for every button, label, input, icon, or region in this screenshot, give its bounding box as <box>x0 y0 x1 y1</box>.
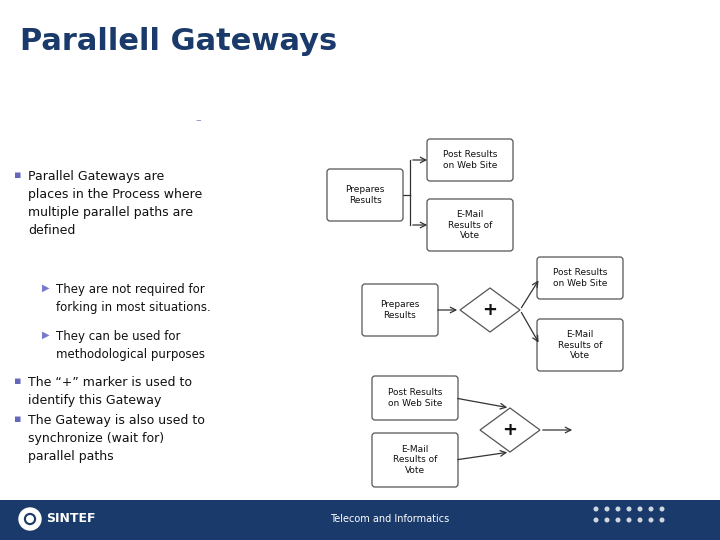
Text: ▶: ▶ <box>42 283 50 293</box>
FancyBboxPatch shape <box>372 433 458 487</box>
FancyBboxPatch shape <box>537 257 623 299</box>
Circle shape <box>593 507 598 511</box>
Text: Parallel Gateways are
places in the Process where
multiple parallel paths are
de: Parallel Gateways are places in the Proc… <box>28 170 202 237</box>
Text: ▪: ▪ <box>14 414 22 424</box>
Circle shape <box>649 517 654 523</box>
Text: ▪: ▪ <box>14 170 22 180</box>
Circle shape <box>616 517 621 523</box>
Circle shape <box>626 507 631 511</box>
Text: E-Mail
Results of
Vote: E-Mail Results of Vote <box>393 445 437 475</box>
Circle shape <box>19 508 41 530</box>
Text: E-Mail
Results of
Vote: E-Mail Results of Vote <box>448 210 492 240</box>
Text: ▪: ▪ <box>14 376 22 386</box>
Circle shape <box>626 517 631 523</box>
Circle shape <box>605 517 610 523</box>
Text: E-Mail
Results of
Vote: E-Mail Results of Vote <box>558 330 602 360</box>
FancyBboxPatch shape <box>427 199 513 251</box>
Circle shape <box>605 507 610 511</box>
Circle shape <box>616 507 621 511</box>
Text: They are not required for
forking in most situations.: They are not required for forking in mos… <box>56 283 211 314</box>
Bar <box>0 500 720 540</box>
Text: They can be used for
methodological purposes: They can be used for methodological purp… <box>56 330 205 361</box>
Circle shape <box>26 515 34 523</box>
FancyBboxPatch shape <box>327 169 403 221</box>
Polygon shape <box>460 288 520 332</box>
Text: The Gateway is also used to
synchronize (wait for)
parallel paths: The Gateway is also used to synchronize … <box>28 414 205 463</box>
FancyBboxPatch shape <box>427 139 513 181</box>
FancyBboxPatch shape <box>537 319 623 371</box>
Polygon shape <box>480 408 540 452</box>
Circle shape <box>660 507 665 511</box>
Text: SINTEF: SINTEF <box>46 512 96 525</box>
Circle shape <box>23 512 37 526</box>
Text: Post Results
on Web Site: Post Results on Web Site <box>388 388 442 408</box>
Circle shape <box>660 517 665 523</box>
Circle shape <box>637 517 642 523</box>
Text: Prepares
Results: Prepares Results <box>380 300 420 320</box>
Text: Parallell Gateways: Parallell Gateways <box>20 28 337 57</box>
Circle shape <box>637 507 642 511</box>
Text: ▶: ▶ <box>42 330 50 340</box>
Text: Post Results
on Web Site: Post Results on Web Site <box>443 150 498 170</box>
FancyBboxPatch shape <box>372 376 458 420</box>
Circle shape <box>649 507 654 511</box>
Text: Prepares
Results: Prepares Results <box>346 185 384 205</box>
Text: The “+” marker is used to
identify this Gateway: The “+” marker is used to identify this … <box>28 376 192 407</box>
Text: –: – <box>195 115 201 125</box>
Text: Post Results
on Web Site: Post Results on Web Site <box>553 268 607 288</box>
Text: Telecom and Informatics: Telecom and Informatics <box>330 514 449 524</box>
Text: +: + <box>503 421 518 439</box>
FancyBboxPatch shape <box>362 284 438 336</box>
Circle shape <box>593 517 598 523</box>
Text: +: + <box>482 301 498 319</box>
